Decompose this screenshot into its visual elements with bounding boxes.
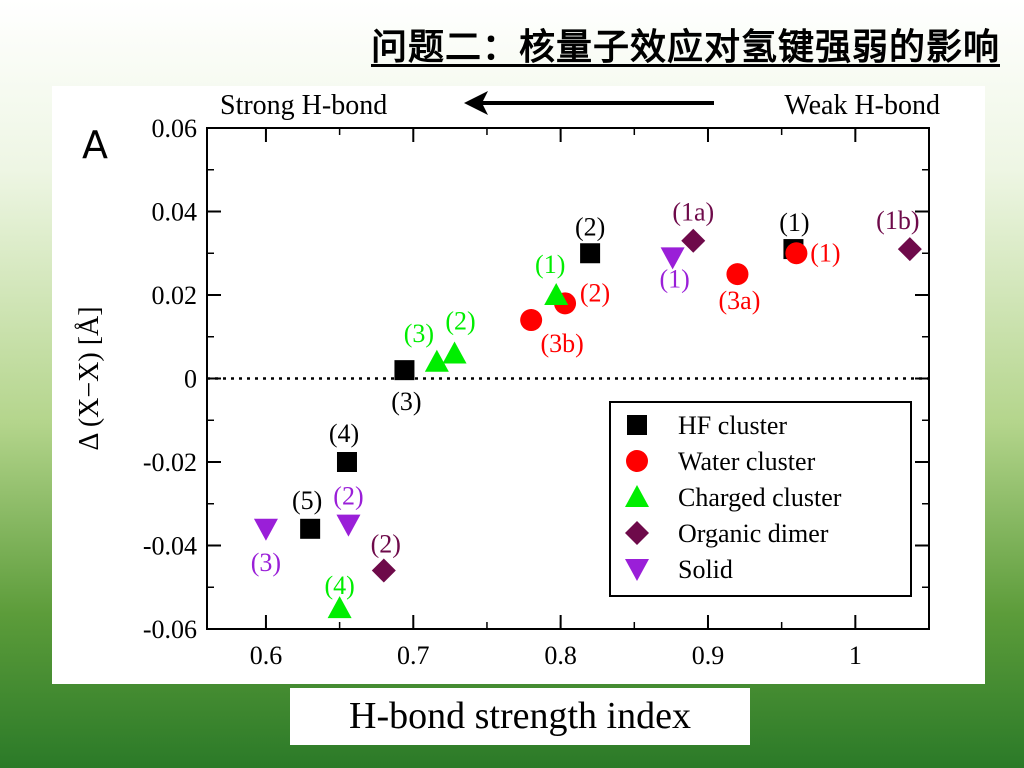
water-cluster-point: [785, 242, 808, 265]
slide-title: 问题二：核量子效应对氢键强弱的影响: [370, 27, 1000, 68]
x-axis-title: H-bond strength index: [290, 688, 750, 745]
legend-box: [609, 401, 912, 597]
legend-marker-water-cluster: [626, 450, 648, 472]
legend-label-hf-cluster: HF cluster: [678, 411, 787, 440]
water-cluster-point-label: (3b): [540, 329, 583, 358]
organic-dimer-point: [371, 558, 396, 583]
legend-label-solid: Solid: [678, 555, 733, 584]
y-tick-label: 0.02: [152, 281, 198, 310]
y-tick-label: 0.06: [152, 114, 198, 143]
solid-point-label: (2): [333, 482, 363, 511]
strong-hbond-label: Strong H-bond: [220, 90, 387, 121]
y-tick-label: -0.04: [143, 532, 197, 561]
hf-cluster-point: [300, 518, 321, 539]
water-cluster-point-label: (2): [580, 278, 610, 307]
legend-marker-charged-cluster: [625, 485, 649, 507]
hf-cluster-point: [336, 452, 357, 472]
solid-point: [253, 518, 278, 541]
legend-marker-solid: [625, 559, 649, 581]
charged-cluster-point-label: (4): [324, 571, 354, 600]
x-tick-label: 0.9: [692, 641, 725, 670]
charged-cluster-point: [442, 341, 467, 364]
legend-marker-hf-cluster: [627, 415, 647, 435]
y-tick-label: 0.04: [152, 198, 198, 227]
charged-cluster-point: [424, 349, 449, 372]
water-cluster-point: [726, 263, 749, 286]
y-tick-label: -0.02: [143, 448, 197, 477]
y-tick-label: 0: [184, 365, 197, 394]
hf-cluster-point: [394, 360, 415, 381]
water-cluster-point-label: (3a): [719, 286, 761, 315]
weak-hbond-label: Weak H-bond: [784, 90, 940, 121]
charged-cluster-point: [327, 596, 352, 619]
organic-dimer-point-label: (1a): [672, 198, 714, 227]
water-cluster-point-label: (1): [810, 238, 840, 267]
organic-dimer-point-label: (2): [371, 530, 401, 559]
organic-dimer-point: [681, 228, 706, 253]
x-tick-label: 1: [849, 641, 862, 670]
x-tick-label: 0.6: [250, 641, 283, 670]
x-tick-label: 0.7: [397, 641, 430, 670]
panel-label: A: [82, 123, 108, 167]
direction-arrow-head: [464, 91, 488, 115]
solid-point-label: (1): [659, 264, 689, 293]
y-tick-label: -0.06: [143, 615, 197, 644]
hf-cluster-point-label: (1): [779, 208, 809, 237]
charged-cluster-point: [544, 283, 569, 305]
hf-cluster-point-label: (2): [575, 212, 605, 241]
x-tick-label: 0.8: [544, 641, 577, 670]
hf-cluster-point-label: (5): [292, 486, 322, 515]
solid-point-label: (3): [251, 548, 281, 577]
solid-point: [660, 247, 685, 270]
water-cluster-point: [520, 309, 543, 332]
hf-cluster-point-label: (3): [391, 387, 421, 416]
charged-cluster-point-label: (1): [535, 250, 565, 279]
y-axis-title: Δ (X−X) [Å]: [74, 306, 105, 450]
charged-cluster-point-label: (3): [404, 319, 434, 348]
organic-dimer-point: [897, 237, 922, 262]
legend-label-charged-cluster: Charged cluster: [678, 483, 842, 512]
legend-marker-organic-dimer: [625, 521, 649, 545]
hf-cluster-point-label: (4): [329, 419, 359, 448]
plot-panel: 0.06 0.04 0.02 0 -0.02 -0.04 -0.06 0.6 0.7 0.8 0.9…: [52, 86, 985, 684]
charged-cluster-point-label: (2): [445, 306, 475, 335]
hf-cluster-point: [580, 243, 601, 264]
legend-label-water-cluster: Water cluster: [678, 447, 816, 476]
organic-dimer-point-label: (1b): [876, 206, 919, 235]
solid-point: [336, 514, 361, 537]
scatter-chart: 0.06 0.04 0.02 0 -0.02 -0.04 -0.06 0.6 0.7 0.8 0.9…: [74, 90, 940, 670]
legend-label-organic-dimer: Organic dimer: [678, 519, 829, 548]
